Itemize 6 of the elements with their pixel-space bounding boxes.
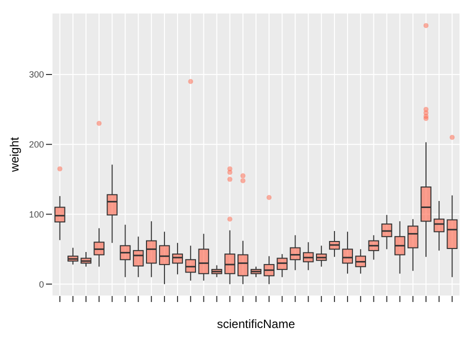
y-tick-label: 300 xyxy=(28,70,44,80)
y-tick-label: 100 xyxy=(28,209,44,220)
y-tick-label: 0 xyxy=(38,279,44,290)
y-tick-label: 200 xyxy=(28,140,44,150)
x-axis-title: scientificName xyxy=(216,317,296,331)
y-axis-title: weight xyxy=(7,136,22,173)
